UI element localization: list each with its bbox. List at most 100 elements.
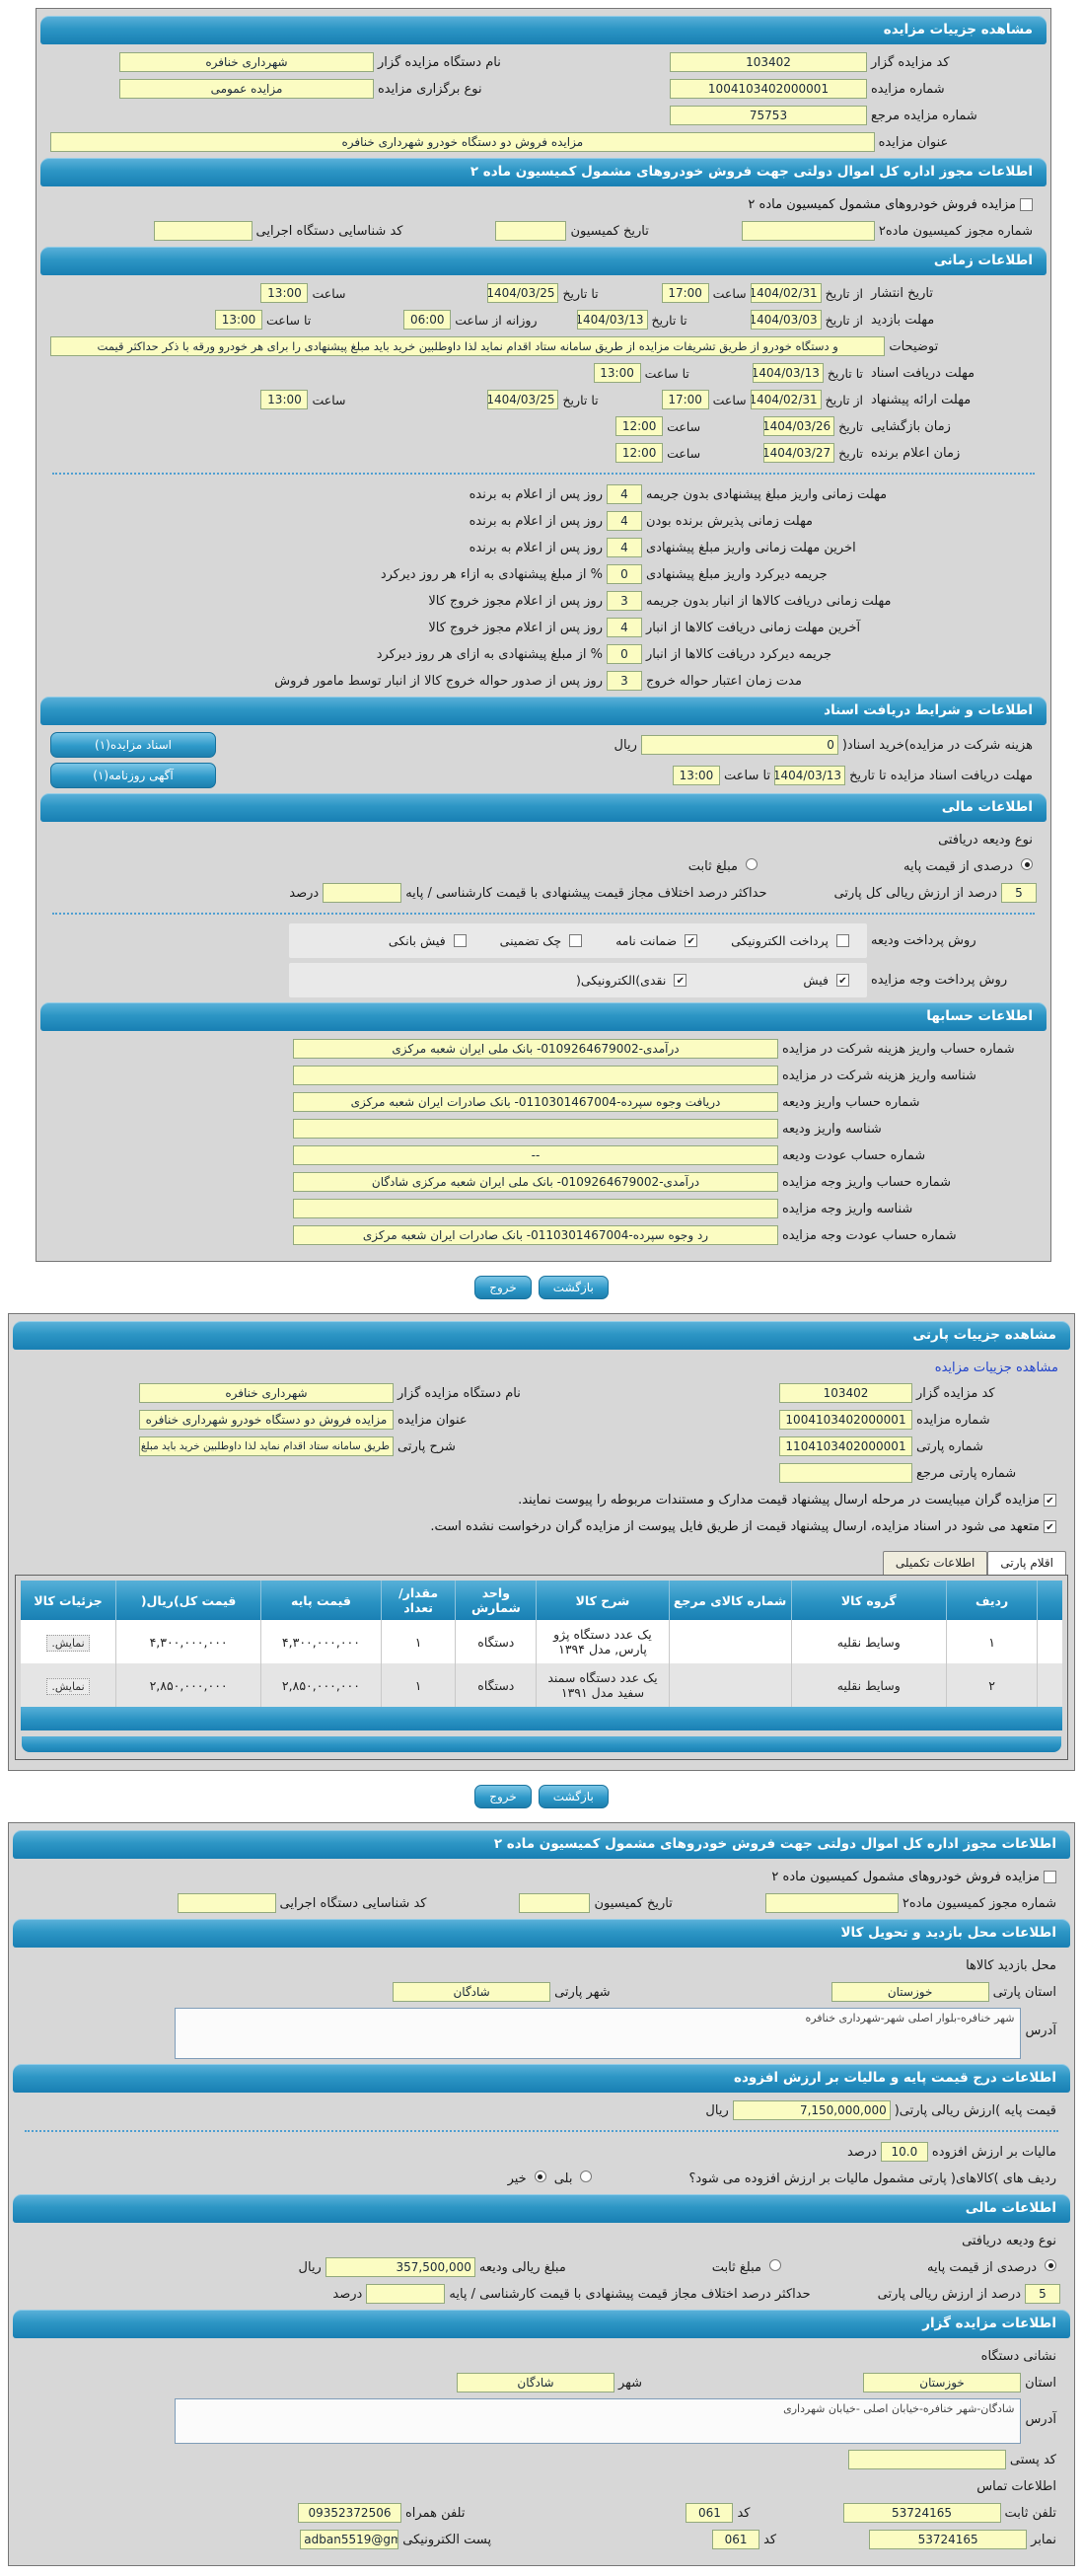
account-field[interactable]	[293, 1066, 778, 1085]
show-item-details-link[interactable]: نمایش.	[46, 1677, 90, 1695]
docs-to-time-field[interactable]: 13:00	[593, 363, 641, 383]
lot-org-name-field[interactable]: شهرداری خنافره	[139, 1383, 394, 1403]
cash-electronic-checkbox[interactable]	[674, 974, 687, 987]
mobile-field[interactable]: 09352372506	[297, 2503, 401, 2523]
vat-no-radio[interactable]	[534, 2171, 546, 2182]
offer-from-date-field[interactable]: 1404/02/31	[750, 390, 822, 409]
org-province-field[interactable]: خوزستان	[863, 2373, 1022, 2392]
deadline-value-field[interactable]: 0	[607, 644, 642, 664]
lot-bidder-code-field[interactable]: 103402	[779, 1383, 912, 1403]
opening-date-field[interactable]: 1404/03/26	[763, 416, 835, 436]
postal-code-field[interactable]	[847, 2450, 1006, 2469]
exec-id-field[interactable]	[153, 221, 253, 241]
electronic-payment-checkbox[interactable]	[836, 934, 849, 947]
publish-to-date-field[interactable]: 1404/03/25	[487, 283, 559, 303]
tab-additional-info[interactable]: اطلاعات تکمیلی	[882, 1551, 988, 1575]
show-item-details-link[interactable]: نمایش.	[46, 1634, 90, 1652]
account-field[interactable]: درآمدی-0109264679002- بانک ملی ایران شعب…	[293, 1039, 778, 1059]
vat-field[interactable]: 10.0	[880, 2142, 928, 2162]
commission-date-field[interactable]	[495, 221, 567, 241]
winner-date-field[interactable]: 1404/03/27	[763, 443, 835, 463]
base-price-field[interactable]: 7,150,000,000	[732, 2100, 891, 2120]
deadline-value-field[interactable]: 4	[607, 484, 642, 504]
docs-deadline-date-field[interactable]: 1404/03/13	[774, 766, 846, 785]
auction-no-field[interactable]: 1004103402000001	[670, 79, 867, 99]
lot-ref-field[interactable]	[779, 1463, 912, 1483]
account-field[interactable]: دریافت وجوه سپرده-0110301467004- بانک صا…	[293, 1092, 778, 1112]
deadline-value-field[interactable]: 3	[607, 671, 642, 691]
deadline-value-field[interactable]: 4	[607, 511, 642, 531]
phone-code-field[interactable]: 061	[686, 2503, 734, 2523]
deadline-value-field[interactable]: 0	[607, 564, 642, 584]
secured-check-checkbox[interactable]	[569, 934, 583, 947]
account-field[interactable]: رد وجوه سپرده-0110301467004- بانک صادرات…	[293, 1225, 778, 1245]
phone-field[interactable]: 53724165	[842, 2503, 1001, 2523]
auction-type-field[interactable]: مزایده عمومی	[119, 79, 374, 99]
bidder-code-field[interactable]: 103402	[670, 52, 867, 72]
commission-date-field[interactable]	[519, 1893, 591, 1913]
auction-docs-button[interactable]: اسناد مزایده(۱)	[50, 732, 216, 758]
ref-no-field[interactable]: 75753	[670, 106, 867, 125]
account-field[interactable]	[293, 1119, 778, 1139]
deposit-percent-field[interactable]: 5	[1025, 2284, 1060, 2304]
publish-from-time-field[interactable]: 17:00	[661, 283, 709, 303]
fax-field[interactable]: 53724165	[869, 2530, 1028, 2549]
fax-code-field[interactable]: 061	[712, 2530, 760, 2549]
percent-of-base-radio[interactable]	[1021, 858, 1033, 870]
docs-deadline-time-field[interactable]: 13:00	[672, 766, 720, 785]
commission-checkbox[interactable]	[1020, 197, 1033, 211]
docs-to-date-field[interactable]: 1404/03/13	[752, 363, 824, 383]
guarantee-checkbox[interactable]	[685, 934, 698, 947]
opening-time-field[interactable]: 12:00	[615, 416, 664, 436]
account-field[interactable]: --	[293, 1145, 778, 1165]
lot-province-field[interactable]: خوزستان	[830, 1982, 989, 2002]
tab-lot-items[interactable]: اقلام پارتی	[987, 1551, 1066, 1575]
org-address-field[interactable]: شادگان-شهر خنافره-خیابان اصلی -خیابان شه…	[175, 2398, 1022, 2444]
view-auction-details-link[interactable]: مشاهده جزییات مزایده	[934, 1361, 1058, 1375]
lot-desc-field[interactable]: طریق سامانه ستاد اقدام نماید لذا داوطلبی…	[139, 1436, 394, 1456]
winner-time-field[interactable]: 12:00	[615, 443, 664, 463]
exit-button[interactable]: خروج	[474, 1785, 532, 1808]
deadline-value-field[interactable]: 3	[607, 591, 642, 611]
org-city-field[interactable]: شادگان	[457, 2373, 614, 2392]
lot-address-field[interactable]: شهر خنافره-بلوار اصلی شهر-شهرداری خنافره	[175, 2008, 1022, 2059]
visit-from-date-field[interactable]: 1404/03/03	[750, 310, 822, 330]
max-diff-field[interactable]	[366, 2284, 446, 2304]
back-button[interactable]: بازگشت	[538, 1276, 609, 1299]
permit-no-field[interactable]	[764, 1893, 899, 1913]
deadline-value-field[interactable]: 4	[607, 538, 642, 557]
fixed-amount-radio[interactable]	[769, 2259, 782, 2271]
lot-auction-no-field[interactable]: 1004103402000001	[779, 1410, 912, 1430]
no-file-note-checkbox[interactable]	[1044, 1519, 1056, 1533]
deposit-amount-field[interactable]: 357,500,000	[325, 2257, 475, 2277]
visit-daily-to-field[interactable]: 13:00	[214, 310, 262, 330]
fixed-amount-radio[interactable]	[746, 858, 758, 870]
percent-of-base-radio[interactable]	[1045, 2259, 1056, 2271]
vat-yes-radio[interactable]	[580, 2171, 593, 2182]
offer-from-time-field[interactable]: 17:00	[661, 390, 709, 409]
deposit-percent-field[interactable]: 5	[1001, 883, 1037, 903]
visit-daily-from-field[interactable]: 06:00	[403, 310, 452, 330]
account-field[interactable]	[293, 1199, 778, 1218]
max-diff-field[interactable]	[323, 883, 402, 903]
table-pager-bar[interactable]	[22, 1736, 1061, 1752]
account-field[interactable]: درآمدی-0109264679002- بانک ملی ایران شعب…	[293, 1172, 778, 1192]
fee-field[interactable]: 0	[640, 735, 838, 755]
email-field[interactable]: adban5519@gmail	[300, 2530, 399, 2549]
commission-checkbox[interactable]	[1044, 1870, 1056, 1883]
lot-no-field[interactable]: 1104103402000001	[779, 1436, 912, 1456]
permit-no-field[interactable]	[741, 221, 875, 241]
auction-title-field[interactable]: مزایده فروش دو دستگاه خودرو شهرداری خناف…	[50, 132, 875, 152]
offer-to-date-field[interactable]: 1404/03/25	[487, 390, 559, 409]
bank-slip-checkbox[interactable]	[453, 934, 467, 947]
exec-id-field[interactable]	[177, 1893, 276, 1913]
deadline-value-field[interactable]: 4	[607, 618, 642, 637]
publish-from-date-field[interactable]: 1404/02/31	[750, 283, 822, 303]
lot-city-field[interactable]: شادگان	[393, 1982, 551, 2002]
newspaper-ad-button[interactable]: آگهی روزنامه(۱)	[50, 763, 216, 788]
exit-button[interactable]: خروج	[474, 1276, 532, 1299]
lot-auction-title-field[interactable]: مزایده فروش دو دستگاه خودرو شهرداری خناف…	[139, 1410, 394, 1430]
back-button[interactable]: بازگشت	[538, 1785, 609, 1808]
offer-to-time-field[interactable]: 13:00	[260, 390, 309, 409]
visit-to-date-field[interactable]: 1404/03/13	[576, 310, 648, 330]
